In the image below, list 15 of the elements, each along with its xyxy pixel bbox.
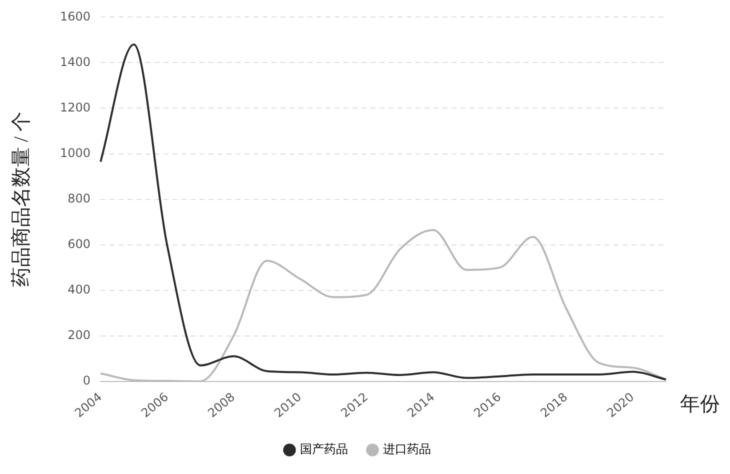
y-tick-label: 800 bbox=[68, 191, 91, 206]
y-tick-label: 1200 bbox=[60, 100, 91, 114]
legend-label: 国产药品 bbox=[300, 442, 348, 456]
line-series bbox=[100, 44, 667, 381]
y-tick-label: 1000 bbox=[60, 146, 91, 160]
legend-label: 进口药品 bbox=[383, 442, 431, 456]
y-tick-label: 1600 bbox=[60, 9, 91, 24]
x-axis-title: 年份 bbox=[680, 394, 720, 416]
y-tick-label: 200 bbox=[68, 328, 91, 342]
y-tick-label: 0 bbox=[82, 373, 91, 388]
y-tick-label: 400 bbox=[68, 282, 91, 296]
y-tick-label: 1400 bbox=[60, 54, 91, 69]
y-axis-title: 药品商品名数量 / 个 bbox=[10, 111, 32, 288]
y-tick-label: 600 bbox=[68, 236, 91, 251]
line-series bbox=[100, 228, 667, 382]
